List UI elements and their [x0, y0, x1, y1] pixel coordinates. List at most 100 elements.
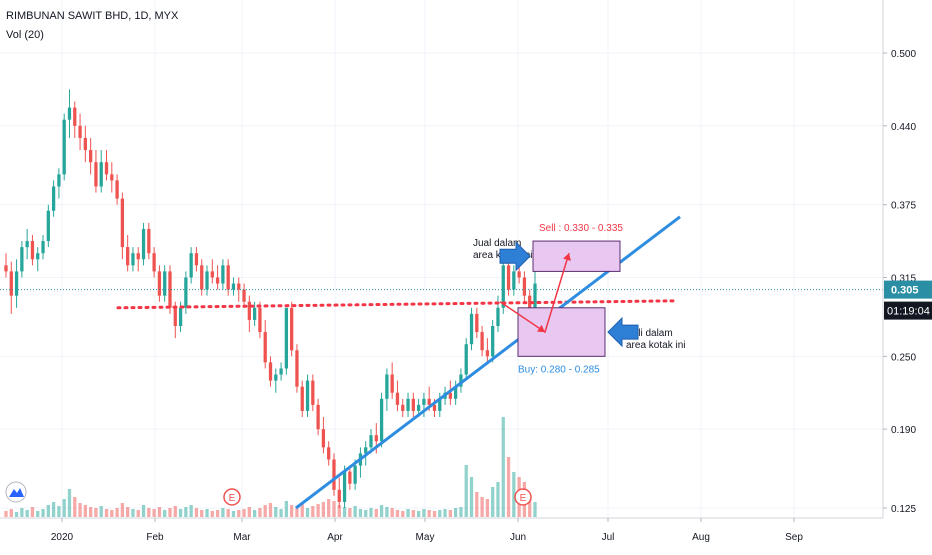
candle-body	[168, 271, 172, 308]
volume-bar	[411, 510, 415, 517]
candle-body	[411, 398, 415, 411]
volume-bar	[152, 509, 156, 517]
volume-bar	[136, 510, 140, 517]
volume-bar	[73, 497, 77, 517]
x-tick-label: Feb	[146, 532, 164, 543]
candle-body	[274, 374, 278, 381]
volume-bar	[115, 508, 119, 517]
candle-body	[364, 447, 368, 454]
candle-body	[247, 301, 251, 320]
candle-body	[9, 271, 13, 296]
candle-body	[205, 271, 209, 290]
volume-bar	[279, 509, 283, 517]
volume-bar	[83, 505, 87, 517]
volume-bar	[36, 511, 40, 517]
volume-bar	[131, 509, 135, 517]
candle-body	[258, 307, 262, 333]
sell-pointer-arrow-icon	[499, 241, 531, 272]
candle-body	[104, 162, 109, 175]
volume-bar	[485, 499, 490, 517]
candle-body	[485, 350, 490, 357]
volume-bar	[390, 508, 394, 517]
candle-body	[385, 374, 389, 399]
buy-box	[517, 307, 606, 357]
candle-body	[110, 174, 114, 181]
volume-bar	[89, 507, 93, 517]
volume-bar	[25, 510, 29, 517]
volume-bar	[173, 506, 177, 517]
last-price-value: 0.305	[891, 285, 919, 297]
candle-body	[78, 125, 82, 138]
volume-bar	[496, 482, 500, 517]
volume-bar	[46, 505, 50, 517]
candle-body	[136, 253, 140, 260]
x-tick-label: Mar	[233, 532, 251, 543]
candle-body	[157, 271, 162, 296]
volume-bar	[353, 506, 357, 517]
volume-bar	[141, 505, 146, 517]
volume-bar	[200, 510, 204, 517]
volume-bar	[205, 509, 209, 517]
volume-bar	[41, 509, 45, 517]
candle-body	[316, 404, 320, 430]
x-tick-label: Jul	[602, 532, 615, 543]
candle-body	[126, 247, 130, 266]
earnings-event-label: E	[229, 493, 236, 504]
candle-body	[226, 265, 230, 290]
volume-bar	[491, 487, 495, 517]
candle-body	[263, 332, 267, 363]
candle-body	[464, 344, 468, 375]
candle-body	[41, 241, 45, 254]
volume-bar	[184, 507, 188, 517]
volume-bar	[395, 510, 400, 517]
y-tick-label: 0.250	[891, 352, 916, 363]
candle-body	[94, 162, 98, 187]
x-tick-label: Aug	[692, 532, 710, 543]
x-tick-label: May	[416, 532, 435, 543]
volume-bar	[295, 507, 299, 517]
buy-pointer-arrow-icon	[607, 316, 639, 348]
last-price-tag	[884, 280, 932, 299]
candle-body	[25, 241, 29, 248]
volume-bar	[126, 507, 130, 517]
support-line	[116, 299, 678, 310]
candle-body	[163, 271, 167, 296]
volume-bar	[337, 505, 341, 517]
earnings-event-label: E	[520, 493, 527, 504]
volume-bar	[358, 509, 363, 517]
volume-bar	[14, 512, 19, 517]
sell-box-label: Sell : 0.330 - 0.335	[539, 223, 623, 234]
volume-bar	[448, 510, 452, 517]
volume-bar	[427, 510, 431, 517]
candle-body	[189, 253, 193, 278]
volume-bar	[110, 510, 114, 517]
volume-bar	[501, 417, 505, 517]
candle-body	[305, 380, 310, 411]
y-tick-label: 0.315	[891, 273, 916, 284]
candle-body	[51, 186, 56, 211]
candle-body	[454, 386, 458, 399]
candle-body	[528, 295, 532, 308]
volume-bar	[284, 501, 289, 517]
volume-bar	[215, 510, 220, 517]
volume-bar	[469, 477, 474, 517]
volume-bar	[528, 497, 532, 517]
volume-bar	[321, 502, 326, 517]
volume-bar	[300, 503, 304, 517]
volume-bar	[30, 507, 35, 517]
volume-indicator-label: Vol (20)	[6, 29, 44, 41]
volume-bar	[120, 503, 125, 517]
volume-bar	[443, 509, 447, 517]
candle-body	[242, 289, 246, 302]
candle-body	[379, 398, 384, 442]
candle-body	[395, 392, 400, 405]
candle-body	[279, 368, 283, 375]
volume-bar	[231, 511, 236, 517]
candle-body	[522, 277, 527, 296]
candle-body	[67, 107, 72, 120]
volume-bar	[290, 505, 294, 517]
volume-bar	[178, 509, 183, 517]
volume-bar	[147, 508, 151, 517]
candle-body	[353, 465, 357, 484]
